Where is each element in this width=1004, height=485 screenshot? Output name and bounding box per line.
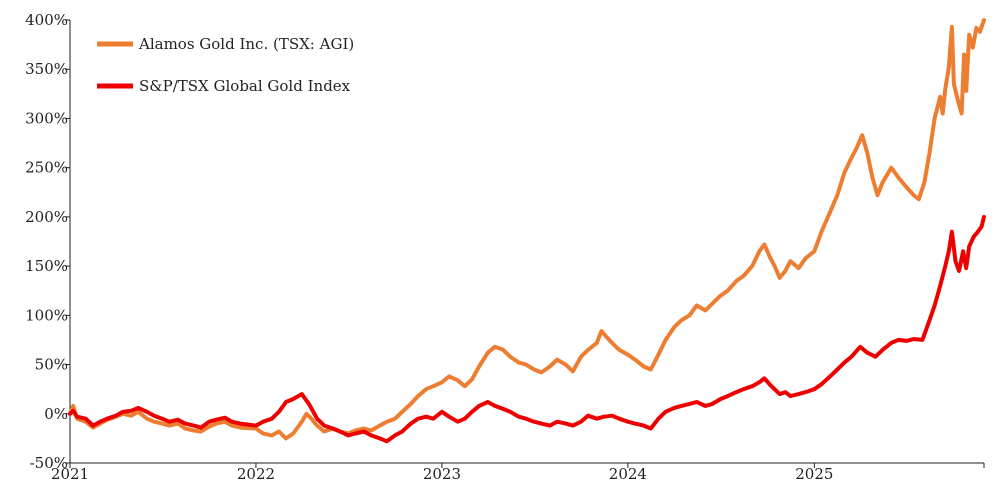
legend-label-gold-index: S&P/TSX Global Gold Index xyxy=(139,77,351,95)
series-line-agi xyxy=(68,18,986,441)
y-tick-label: 350% xyxy=(25,60,68,78)
y-tick-label: 250% xyxy=(25,159,68,177)
y-axis: -50% 0% 50% 100% 150% 200% 250% 300% 350% 400% xyxy=(25,11,71,472)
y-tick-label: 400% xyxy=(25,11,68,29)
y-tick-label: 150% xyxy=(25,257,68,275)
x-tick-label: 2022 xyxy=(237,465,275,483)
series-line-gold-index xyxy=(68,214,986,444)
series-layer xyxy=(68,18,986,444)
legend: Alamos Gold Inc. (TSX: AGI) S&P/TSX Glob… xyxy=(97,35,354,95)
y-tick-label: 200% xyxy=(25,208,68,226)
x-tick-label: 2023 xyxy=(423,465,461,483)
x-tick-label: 2021 xyxy=(51,465,89,483)
y-tick-label: 50% xyxy=(35,356,68,374)
y-tick-label: 0% xyxy=(44,405,68,423)
y-tick-label: 300% xyxy=(25,109,68,127)
x-tick-label: 2025 xyxy=(795,465,833,483)
x-tick-label: 2024 xyxy=(609,465,647,483)
legend-label-agi: Alamos Gold Inc. (TSX: AGI) xyxy=(138,35,354,53)
x-axis: 2021 2022 2023 2024 2025 xyxy=(51,462,985,483)
y-tick-label: 100% xyxy=(25,306,68,324)
y-tick-label: -50% xyxy=(30,454,68,472)
